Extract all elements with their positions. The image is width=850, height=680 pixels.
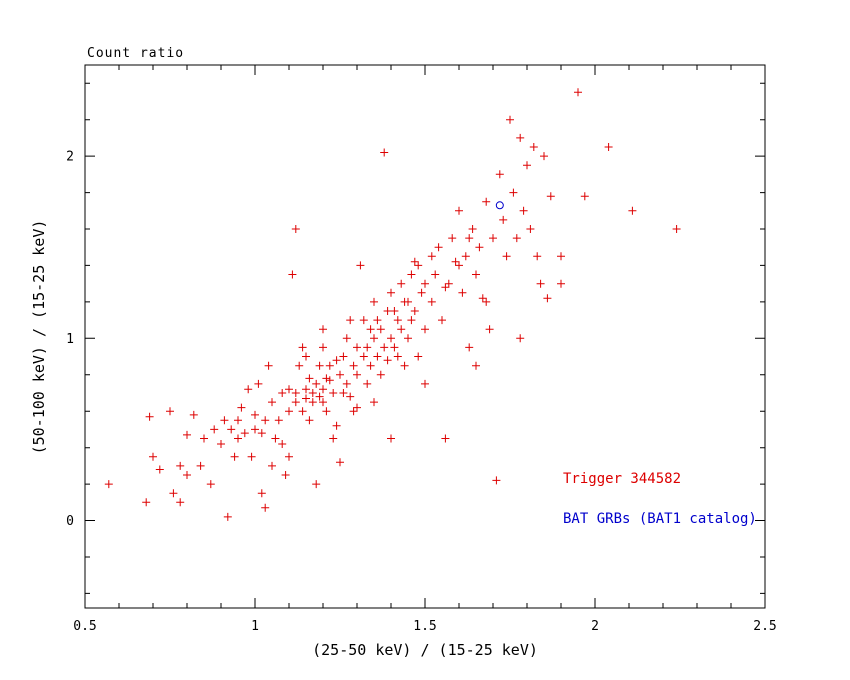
svg-text:2: 2 <box>66 150 74 165</box>
chart-title: Count ratio <box>87 46 185 61</box>
svg-text:2: 2 <box>591 619 599 634</box>
svg-text:0.5: 0.5 <box>73 619 96 634</box>
svg-text:1: 1 <box>66 332 74 347</box>
svg-text:2.5: 2.5 <box>753 619 776 634</box>
svg-text:1: 1 <box>251 619 259 634</box>
legend-trigger-label: Trigger 344582 <box>563 471 682 487</box>
y-axis-label: (50-100 keV) / (15-25 keV) <box>30 219 48 455</box>
legend-bat-label: BAT GRBs (BAT1 catalog) <box>563 511 757 527</box>
x-axis-label: (25-50 keV) / (15-25 keV) <box>312 641 538 659</box>
svg-text:1.5: 1.5 <box>413 619 436 634</box>
svg-text:0: 0 <box>66 514 74 529</box>
